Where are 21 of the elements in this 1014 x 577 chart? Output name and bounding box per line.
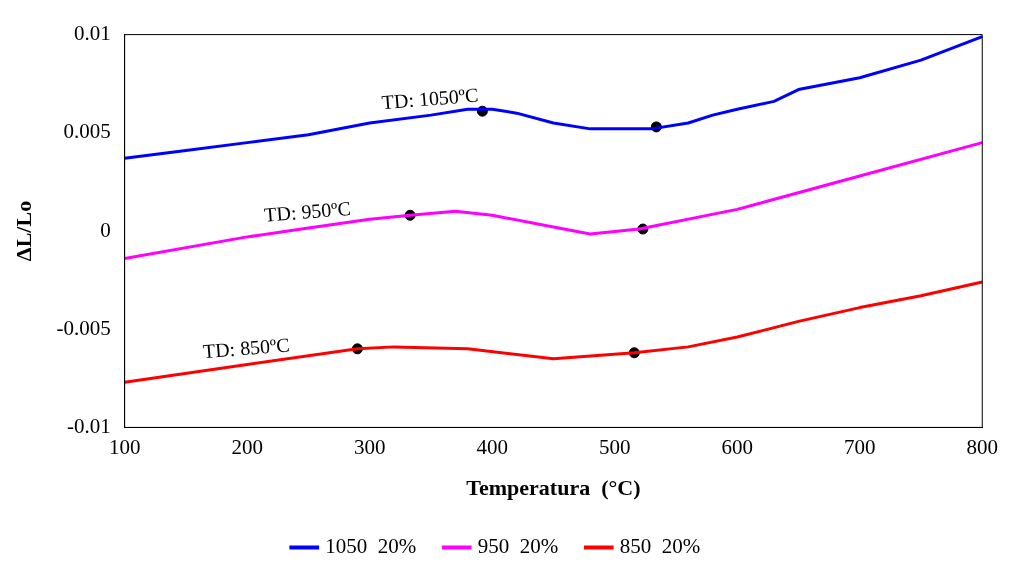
annotation: TD: 1050ºC <box>380 83 480 114</box>
y-tick-label: -0.005 <box>56 315 111 340</box>
x-tick-label: 300 <box>353 434 386 459</box>
x-tick-label: 700 <box>843 434 876 459</box>
legend-label: 850 20% <box>619 534 701 559</box>
annotation: TD: 850ºC <box>202 333 291 363</box>
y-axis-title: ΔL/Lo <box>10 200 36 262</box>
legend-label: 1050 20% <box>325 534 417 559</box>
annotation: TD: 950ºC <box>263 196 352 226</box>
y-tick-label: 0.01 <box>73 21 111 46</box>
x-axis-title: Temperatura (°C) <box>466 475 641 501</box>
x-tick-label: 100 <box>108 434 141 459</box>
x-tick-label: 400 <box>476 434 508 459</box>
legend-label: 950 20% <box>477 534 559 559</box>
y-tick-label: 0.005 <box>63 119 111 144</box>
x-tick-label: 200 <box>231 434 263 459</box>
y-tick-label: 0 <box>100 217 111 242</box>
x-tick-label: 600 <box>721 434 753 459</box>
x-tick-label: 800 <box>966 434 998 459</box>
y-tick-label: -0.01 <box>66 413 111 438</box>
x-tick-label: 500 <box>598 434 631 459</box>
